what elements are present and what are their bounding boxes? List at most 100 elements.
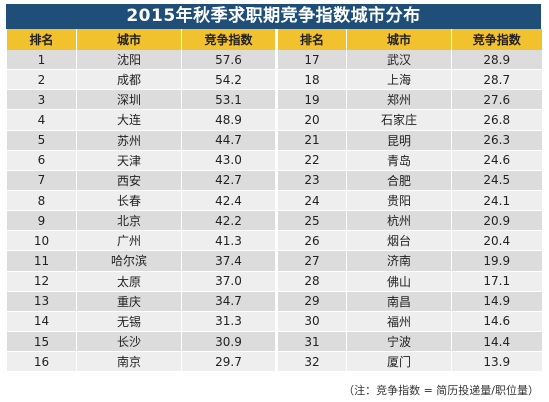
- index-cell: 17.1: [451, 271, 542, 292]
- rank-cell: 24: [275, 190, 347, 212]
- index-cell: 24.6: [451, 150, 542, 171]
- index-cell: 14.9: [451, 291, 542, 312]
- rank-cell: 15: [6, 331, 77, 353]
- city-cell: 太原: [76, 271, 182, 292]
- table-row: 3 深圳 53.1 19 郑州 27.6: [6, 89, 542, 111]
- rank-cell: 11: [6, 250, 77, 272]
- rank-cell: 3: [6, 89, 77, 111]
- index-cell: 27.6: [451, 89, 542, 111]
- city-cell: 昆明: [346, 130, 452, 151]
- city-cell: 北京: [76, 210, 182, 232]
- index-cell: 26.8: [451, 109, 542, 131]
- rank-cell: 26: [275, 230, 347, 252]
- city-cell: 天津: [76, 150, 182, 171]
- city-cell: 大连: [76, 109, 182, 131]
- index-cell: 37.4: [181, 250, 277, 272]
- city-cell: 成都: [76, 69, 182, 91]
- city-cell: 深圳: [76, 89, 182, 111]
- city-cell: 上海: [346, 69, 452, 91]
- table-row: 15 长沙 30.9 31 宁波 14.4: [6, 331, 542, 353]
- rank-cell: 9: [6, 210, 77, 232]
- rank-cell: 29: [275, 291, 347, 312]
- header-index: 竞争指数: [451, 29, 542, 50]
- table-row: 2 成都 54.2 18 上海 28.7: [6, 69, 542, 91]
- index-cell: 24.5: [451, 170, 542, 191]
- city-cell: 重庆: [76, 291, 182, 312]
- table-row: 8 长春 42.4 24 贵阳 24.1: [6, 190, 542, 212]
- rank-cell: 23: [275, 170, 347, 191]
- city-cell: 苏州: [76, 130, 182, 151]
- city-cell: 沈阳: [76, 50, 182, 71]
- index-cell: 37.0: [181, 271, 277, 292]
- table-row: 4 大连 48.9 20 石家庄 26.8: [6, 109, 542, 131]
- city-cell: 贵阳: [346, 190, 452, 212]
- rank-cell: 32: [275, 351, 347, 373]
- rank-cell: 5: [6, 130, 77, 151]
- table-row: 6 天津 43.0 22 青岛 24.6: [6, 150, 542, 171]
- index-cell: 24.1: [451, 190, 542, 212]
- index-cell: 26.3: [451, 130, 542, 151]
- rank-cell: 14: [6, 311, 77, 332]
- rank-cell: 21: [275, 130, 347, 151]
- competition-index-table: 排名 城市 竞争指数 排名 城市 竞争指数 1 沈阳 57.6 17 武汉 28.9 2 成都…: [6, 29, 542, 373]
- table-row: 12 太原 37.0 28 佛山 17.1: [6, 271, 542, 292]
- city-cell: 石家庄: [346, 109, 452, 131]
- city-cell: 南京: [76, 351, 182, 373]
- rank-cell: 16: [6, 351, 77, 373]
- index-cell: 41.3: [181, 230, 277, 252]
- index-cell: 43.0: [181, 150, 277, 171]
- table-row: 14 无锡 31.3 30 福州 14.6: [6, 311, 542, 332]
- rank-cell: 7: [6, 170, 77, 191]
- rank-cell: 13: [6, 291, 77, 312]
- city-cell: 无锡: [76, 311, 182, 332]
- index-cell: 19.9: [451, 250, 542, 272]
- index-cell: 57.6: [181, 50, 277, 71]
- table-row: 9 北京 42.2 25 杭州 20.9: [6, 210, 542, 232]
- rank-cell: 22: [275, 150, 347, 171]
- index-cell: 48.9: [181, 109, 277, 131]
- city-cell: 广州: [76, 230, 182, 252]
- rank-cell: 19: [275, 89, 347, 111]
- table-row: 10 广州 41.3 26 烟台 20.4: [6, 230, 542, 252]
- rank-cell: 18: [275, 69, 347, 91]
- rank-cell: 20: [275, 109, 347, 131]
- header-city: 城市: [346, 29, 452, 50]
- rank-cell: 2: [6, 69, 77, 91]
- rank-cell: 31: [275, 331, 347, 353]
- index-cell: 34.7: [181, 291, 277, 312]
- table-body: 1 沈阳 57.6 17 武汉 28.9 2 成都 54.2 18 上海 28.7 3 深圳 53.1 19 郑…: [6, 50, 542, 373]
- index-cell: 54.2: [181, 69, 277, 91]
- index-cell: 53.1: [181, 89, 277, 111]
- rank-cell: 6: [6, 150, 77, 171]
- city-cell: 福州: [346, 311, 452, 332]
- table-row: 13 重庆 34.7 29 南昌 14.9: [6, 291, 542, 312]
- rank-cell: 28: [275, 271, 347, 292]
- city-cell: 青岛: [346, 150, 452, 171]
- index-cell: 42.2: [181, 210, 277, 232]
- city-cell: 合肥: [346, 170, 452, 191]
- footnote: （注：竞争指数 = 简历投递量/职位量）: [343, 384, 539, 397]
- index-cell: 14.6: [451, 311, 542, 332]
- index-cell: 20.4: [451, 230, 542, 252]
- city-cell: 郑州: [346, 89, 452, 111]
- table-row: 1 沈阳 57.6 17 武汉 28.9: [6, 50, 542, 71]
- rank-cell: 27: [275, 250, 347, 272]
- index-cell: 14.4: [451, 331, 542, 353]
- index-cell: 29.7: [181, 351, 277, 373]
- index-cell: 13.9: [451, 351, 542, 373]
- city-cell: 南昌: [346, 291, 452, 312]
- city-cell: 武汉: [346, 50, 452, 71]
- rank-cell: 25: [275, 210, 347, 232]
- rank-cell: 12: [6, 271, 77, 292]
- index-cell: 28.7: [451, 69, 542, 91]
- index-cell: 42.4: [181, 190, 277, 212]
- table-row: 11 哈尔滨 37.4 27 济南 19.9: [6, 250, 542, 272]
- index-cell: 31.3: [181, 311, 277, 332]
- index-cell: 20.9: [451, 210, 542, 232]
- city-cell: 宁波: [346, 331, 452, 353]
- rank-cell: 10: [6, 230, 77, 252]
- header-city: 城市: [76, 29, 182, 50]
- rank-cell: 17: [275, 50, 347, 71]
- city-cell: 哈尔滨: [76, 250, 182, 272]
- header-rank: 排名: [6, 29, 77, 50]
